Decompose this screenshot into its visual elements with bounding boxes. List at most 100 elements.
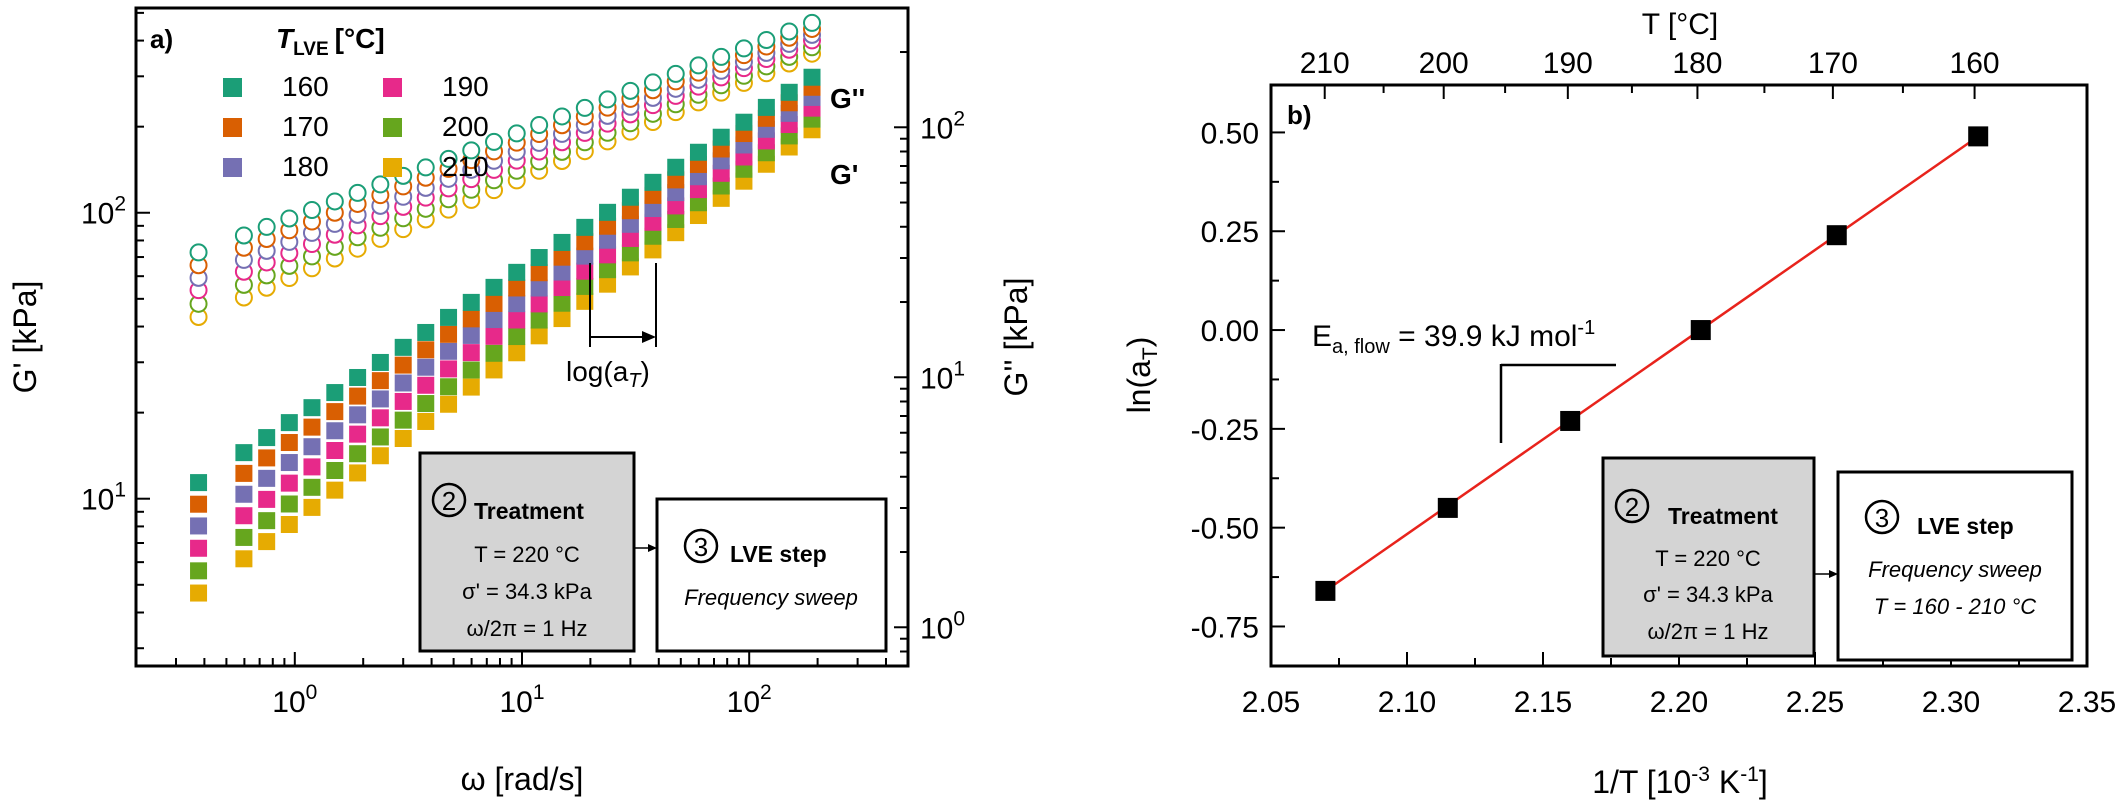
g-prime-point-210 [371,447,389,465]
g-prime-point-180 [303,438,321,456]
g-double-prime-label: G'' [830,83,865,114]
treatment-title: Treatment [474,498,584,524]
legend-swatch-160 [223,78,242,97]
g-prime-point-210 [599,275,617,293]
g-prime-point-190 [235,507,253,525]
g-prime-point-190 [349,425,367,443]
g-double-prime-point-160 [371,175,390,194]
treatment-line-2: σ' = 34.3 kPa [1643,582,1773,607]
lve-line-1: Frequency sweep [1868,557,2042,582]
step-2-number: 2 [442,486,456,516]
g-double-prime-point-160 [507,124,526,143]
step-2-number: 2 [1625,492,1639,522]
top-tick-label: 180 [1672,47,1722,80]
g-prime-point-190 [417,376,435,394]
g-prime-point-160 [576,218,594,236]
g-prime-point-170 [599,217,617,235]
g-prime-point-190 [530,295,548,313]
g-prime-point-190 [508,311,526,329]
g-prime-point-210 [644,241,662,259]
activation-energy-annotation: Ea, flow = 39.9 kJ mol-1 [1312,317,1616,443]
treatment-line-3: ω/2π = 1 Hz [1647,619,1768,644]
g-prime-point-160 [440,308,458,326]
g-prime-point-200 [349,445,367,463]
g-prime-point-210 [530,327,548,345]
panel-b-arrhenius: 2.05 2.10 2.15 2.20 2.25 2.30 2.35 0.50 0.25 0.00… [1121,8,2116,800]
x-tick-label: 2.15 [1514,686,1572,719]
g-prime-point-210 [326,481,344,499]
lve-title: LVE step [1917,513,2014,539]
g-prime-point-180 [190,517,208,535]
g-prime-point-160 [530,249,548,267]
g-prime-point-200 [553,294,571,312]
shift-factor-point [1690,320,1711,341]
g-prime-point-210 [667,224,685,242]
g-prime-point-210 [394,429,412,447]
top-tick-label: 200 [1419,47,1469,80]
shift-factor-point [1826,225,1847,246]
g-prime-point-180 [349,406,367,424]
g-double-prime-point-160 [621,81,640,100]
legend-swatch-180 [223,158,242,177]
step-3-circle-icon [683,528,719,564]
shift-factor-point [1968,126,1989,147]
panel-b-x-axis-title: 1/T [10-3 K-1] [1592,763,1768,800]
x-tick-label: 2.30 [1922,686,1980,719]
g-prime-point-170 [553,248,571,266]
legend-swatch-210 [383,158,402,177]
g-prime-point-180 [508,295,526,313]
g-prime-point-160 [349,368,367,386]
g-prime-label: G' [830,159,858,190]
g-prime-point-200 [417,395,435,413]
g-prime-point-160 [689,143,707,161]
g-prime-point-160 [803,68,821,86]
step-3-circle-icon [1864,499,1900,535]
left-y-tick-label: 101 [81,479,126,517]
g-double-prime-point-160 [757,30,776,49]
g-prime-point-160 [485,278,503,296]
step-2-circle-icon [431,482,467,518]
g-prime-point-190 [462,344,480,362]
g-prime-point-190 [190,539,208,557]
g-prime-point-160 [258,429,276,447]
g-prime-point-160 [326,384,344,402]
g-prime-point-200 [303,478,321,496]
g-prime-point-200 [485,344,503,362]
x-tick-label: 2.10 [1378,686,1436,719]
g-prime-point-160 [780,83,798,101]
g-prime-point-170 [485,294,503,312]
panel-b-label: b) [1287,100,1312,130]
top-tick-label: 160 [1950,47,2000,80]
panel-b-lve-box: 3 LVE step Frequency sweep T = 160 - 210… [1836,470,2074,662]
top-tick-label: 170 [1808,47,1858,80]
g-prime-point-200 [689,194,707,212]
g-prime-point-170 [349,387,367,405]
shift-factor-point [1437,497,1458,518]
lve-line-2: T = 160 - 210 °C [1874,594,2036,619]
g-prime-point-170 [303,418,321,436]
g-prime-point-170 [190,495,208,513]
g-prime-point-170 [508,279,526,297]
g-prime-point-190 [689,181,707,199]
g-prime-point-160 [303,399,321,417]
g-prime-point-170 [417,341,435,359]
g-prime-point-160 [371,353,389,371]
g-prime-point-180 [394,374,412,392]
g-prime-point-160 [235,444,253,462]
panel-a-left-y-axis-title: G' [kPa] [7,281,43,394]
g-prime-point-200 [371,428,389,446]
g-prime-point-160 [280,414,298,432]
g-prime-point-180 [644,200,662,218]
g-prime-point-210 [440,395,458,413]
g-prime-point-170 [235,464,253,482]
y-tick-label: 0.00 [1201,315,1259,348]
g-prime-point-200 [190,562,208,580]
panel-a-legend: TLVE [°C] 160 170 180 190 200 210 [223,23,489,182]
step-3-number: 3 [1875,503,1889,533]
g-prime-point-210 [349,464,367,482]
g-double-prime-point-160 [712,47,731,66]
g-double-prime-point-160 [575,98,594,117]
g-double-prime-point-160 [553,107,572,126]
g-prime-point-170 [530,264,548,282]
